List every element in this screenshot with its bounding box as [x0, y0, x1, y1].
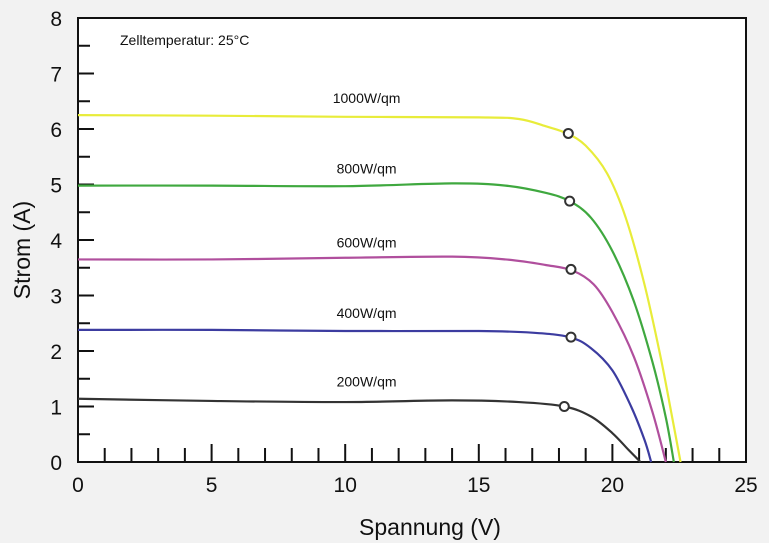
plot-area	[77, 17, 747, 463]
y-tick-label: 4	[50, 230, 62, 253]
y-tick-label: 0	[50, 452, 62, 475]
mpp-marker	[565, 263, 577, 275]
x-minor-ticks	[103, 444, 721, 462]
series-labels: 1000W/qm 800W/qm 600W/qm 400W/qm 200W/qm	[333, 90, 401, 390]
series-markers	[558, 127, 577, 412]
x-tick-label: 15	[467, 474, 490, 497]
mpp-marker	[558, 401, 570, 412]
temperature-annotation: Zelltemperatur: 25°C	[120, 32, 249, 48]
y-tick-label: 2	[50, 341, 62, 364]
x-tick-label: 0	[72, 474, 84, 497]
y-tick-label: 7	[50, 64, 62, 87]
series-line	[77, 182, 675, 463]
y-minor-ticks	[78, 44, 94, 436]
y-tick-labels: 0 1 2 3 4 5 6 7 8	[50, 8, 62, 475]
x-axis-title: Spannung (V)	[359, 514, 501, 540]
x-tick-labels: 0 5 10 15 20 25	[72, 474, 758, 497]
x-tick-label: 5	[206, 474, 218, 497]
series-line	[77, 255, 667, 463]
series-label: 1000W/qm	[333, 90, 401, 106]
y-tick-label: 3	[50, 286, 62, 309]
series-label: 400W/qm	[337, 305, 397, 321]
series-label: 800W/qm	[337, 161, 397, 177]
x-tick-label: 10	[334, 474, 357, 497]
series-label: 600W/qm	[337, 234, 397, 250]
x-tick-label: 20	[601, 474, 624, 497]
y-tick-label: 1	[50, 397, 62, 420]
series-line	[77, 397, 642, 463]
mpp-marker	[564, 195, 576, 207]
series-line	[77, 328, 653, 463]
mpp-marker	[562, 127, 574, 139]
y-tick-label: 5	[50, 175, 62, 198]
series-label: 200W/qm	[337, 374, 397, 390]
y-tick-label: 6	[50, 119, 62, 142]
y-axis-title: Strom (A)	[9, 201, 35, 299]
y-tick-label: 8	[50, 8, 62, 31]
mpp-marker	[565, 331, 577, 343]
x-tick-label: 25	[734, 474, 757, 497]
